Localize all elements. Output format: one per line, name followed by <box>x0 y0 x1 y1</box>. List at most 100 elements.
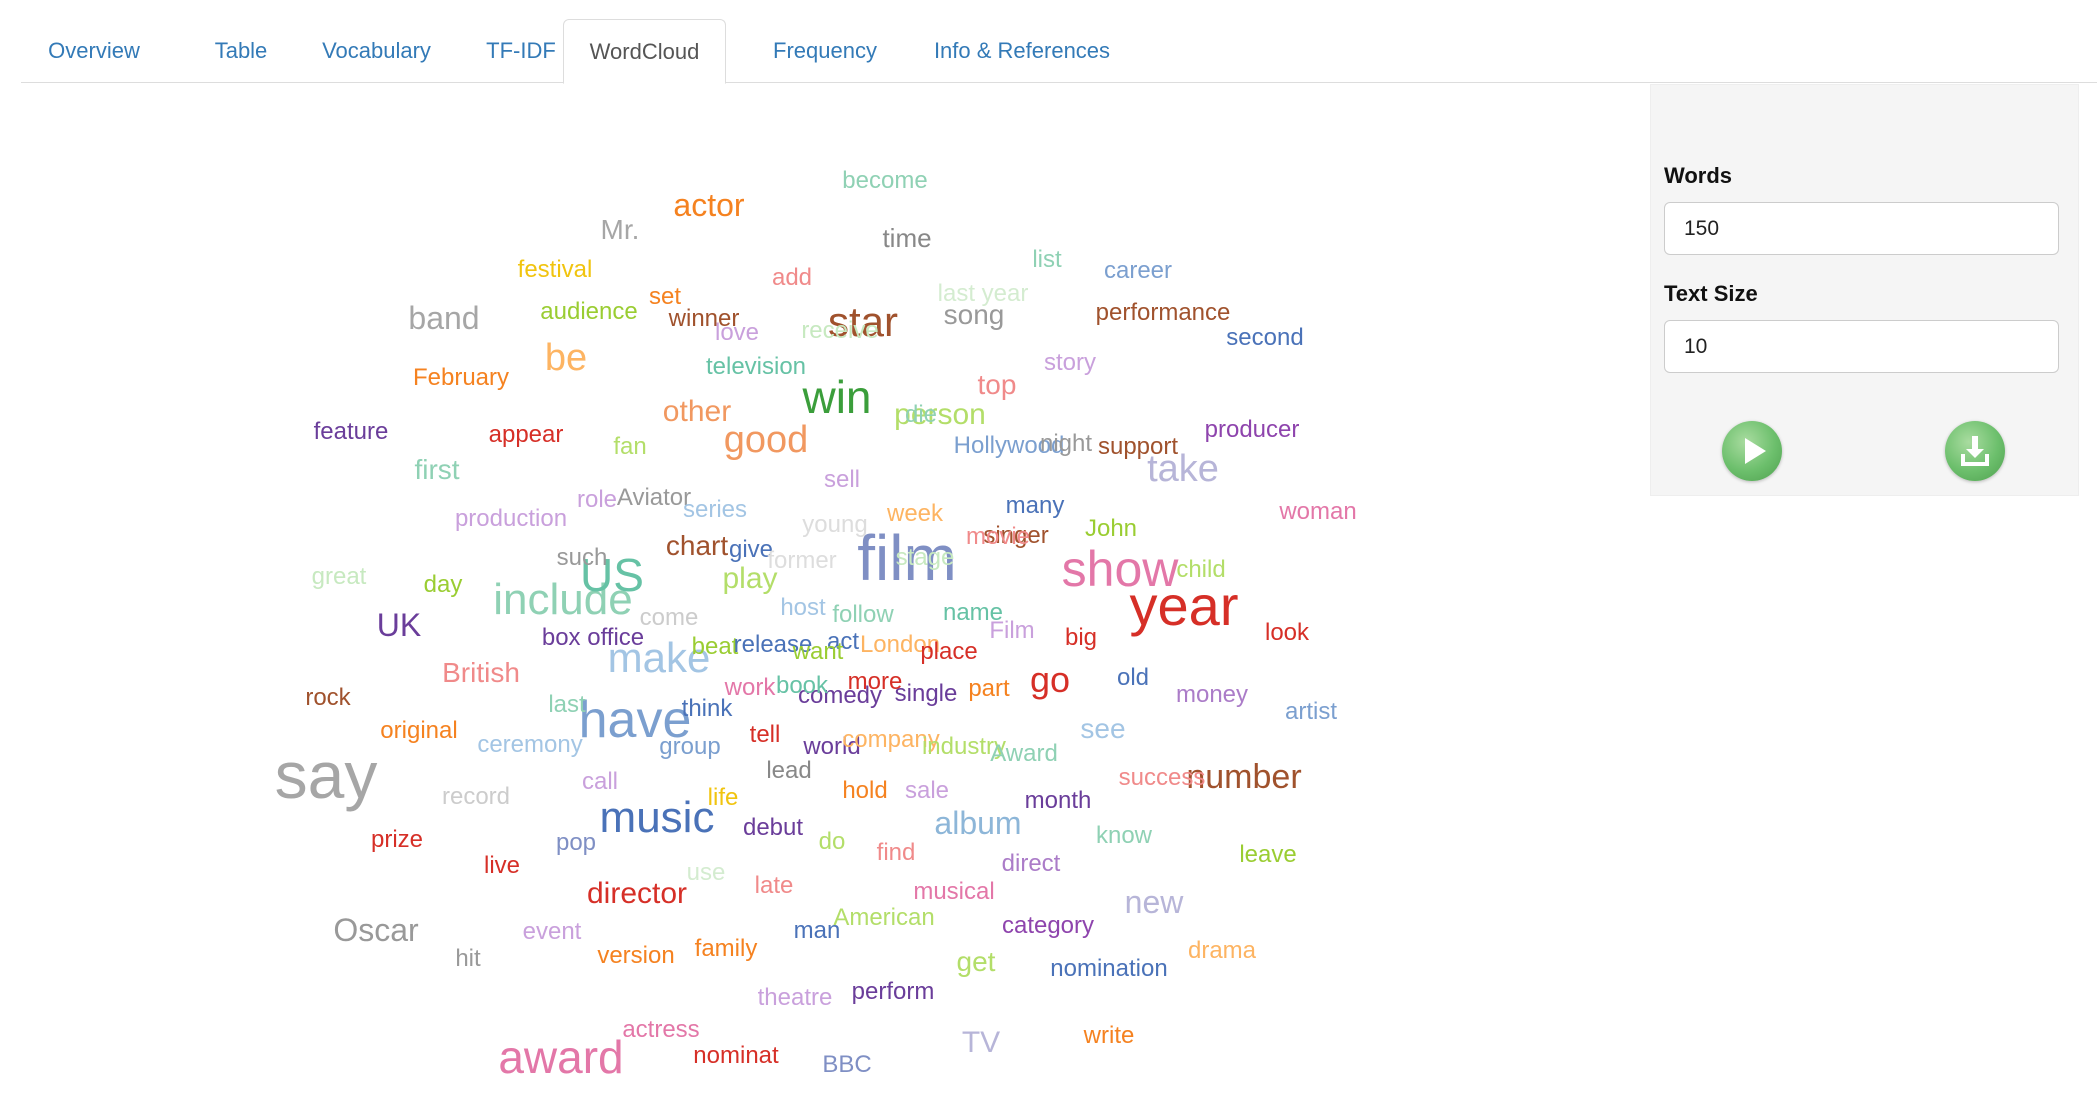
word-company: company <box>842 726 940 753</box>
word-record: record <box>441 783 511 810</box>
word-call: call <box>581 768 619 795</box>
word-john: John <box>1084 515 1138 542</box>
word-bbc: BBC <box>822 1051 872 1078</box>
word-say: say <box>274 738 378 812</box>
word-series: series <box>682 496 748 523</box>
word-single: single <box>894 680 958 707</box>
word-musical: musical <box>913 878 995 905</box>
word-debut: debut <box>742 814 804 841</box>
word-production: production <box>454 505 568 532</box>
word-book: book <box>775 672 829 699</box>
word-such: such <box>556 544 608 571</box>
word-week: week <box>886 500 944 527</box>
play-button[interactable] <box>1722 421 1782 481</box>
tab-wordcloud[interactable]: WordCloud <box>563 19 726 84</box>
word-name: name <box>942 599 1004 626</box>
word-money: money <box>1175 681 1249 708</box>
word-perform: perform <box>851 978 935 1005</box>
word-know: know <box>1095 822 1153 849</box>
word-success: success <box>1118 764 1206 791</box>
word-fan: fan <box>613 433 647 460</box>
word-tv: TV <box>961 1026 1001 1059</box>
tab-overview[interactable]: Overview <box>48 38 140 63</box>
word-sale: sale <box>904 777 950 804</box>
word-find: find <box>876 839 916 866</box>
word-many: many <box>1005 492 1065 519</box>
play-icon <box>1745 438 1766 464</box>
word-cloud: say film year show have music award include make… <box>0 85 1640 1114</box>
word-american: American <box>833 904 935 931</box>
word-good: good <box>723 419 809 461</box>
word-last: last <box>548 691 586 718</box>
tab-frequency[interactable]: Frequency <box>773 38 877 63</box>
words-label: Words <box>1664 163 1733 188</box>
controls-panel: Words Text Size <box>1650 84 2079 496</box>
word-lead: lead <box>766 757 812 784</box>
word-event: event <box>522 918 582 945</box>
word-award: Award <box>990 740 1058 767</box>
word-more: more <box>847 668 903 695</box>
word-night: night <box>1039 430 1093 457</box>
word-theatre: theatre <box>757 984 833 1011</box>
word-director: director <box>586 877 688 910</box>
word-get: get <box>956 946 996 977</box>
word-story: story <box>1043 349 1097 376</box>
download-button[interactable] <box>1945 421 2005 481</box>
word-give: give <box>728 536 774 563</box>
word-music: music <box>599 793 715 842</box>
word-category: category <box>1001 912 1095 939</box>
word-ceremony: ceremony <box>477 731 583 758</box>
word-part: part <box>968 675 1010 702</box>
word-nomination: nomination <box>1050 955 1168 982</box>
word-work: work <box>724 674 776 701</box>
word-beat: beat <box>691 633 739 660</box>
download-icon <box>1961 436 1989 466</box>
word-uk: UK <box>376 607 422 643</box>
word-come: come <box>639 604 699 631</box>
words-input[interactable] <box>1664 202 2059 255</box>
word-first: first <box>414 454 460 485</box>
word-role: role <box>576 486 618 513</box>
word-audience: audience <box>540 298 638 325</box>
word-show: show <box>1061 541 1179 597</box>
word-receive: receive <box>801 317 879 344</box>
word-woman: woman <box>1279 498 1357 525</box>
word-day: day <box>423 571 463 598</box>
tab-info-references[interactable]: Info & References <box>933 38 1111 63</box>
word-february: February <box>412 364 510 391</box>
tab-vocabulary[interactable]: Vocabulary <box>322 38 431 63</box>
word-nominat: nominat <box>693 1042 779 1069</box>
word-make: make <box>607 634 711 681</box>
word-play: play <box>722 562 778 595</box>
word-industry: industry <box>921 733 1007 760</box>
word-act: act <box>826 628 860 655</box>
word-life: life <box>707 784 739 811</box>
word-movie: movie <box>965 523 1031 550</box>
word-love: love <box>714 319 760 346</box>
word-young: young <box>802 511 868 538</box>
word-hold: hold <box>842 777 888 804</box>
word-television: television <box>705 353 807 380</box>
word-late: late <box>754 872 794 899</box>
tab-tf-idf[interactable]: TF-IDF <box>486 38 556 63</box>
word-want: want <box>792 638 844 665</box>
word-child: child <box>1176 556 1226 583</box>
word-number: number <box>1186 758 1302 796</box>
word-other: other <box>662 395 732 428</box>
word-version: version <box>597 942 675 969</box>
word-big: big <box>1064 624 1098 651</box>
word-die: die <box>904 401 938 428</box>
text-size-input[interactable] <box>1664 320 2059 373</box>
word-set: set <box>648 283 682 310</box>
tab-table[interactable]: Table <box>214 38 268 63</box>
word-comedy: comedy <box>797 682 883 709</box>
word-use: use <box>686 859 726 886</box>
word-family: family <box>694 935 758 962</box>
word-performance: performance <box>1095 299 1231 326</box>
word-live: live <box>483 852 521 879</box>
word-time: time <box>882 223 932 253</box>
word-leave: leave <box>1239 841 1297 868</box>
word-rock: rock <box>305 684 351 711</box>
word-album: album <box>934 805 1022 841</box>
word-british: British <box>442 657 520 688</box>
